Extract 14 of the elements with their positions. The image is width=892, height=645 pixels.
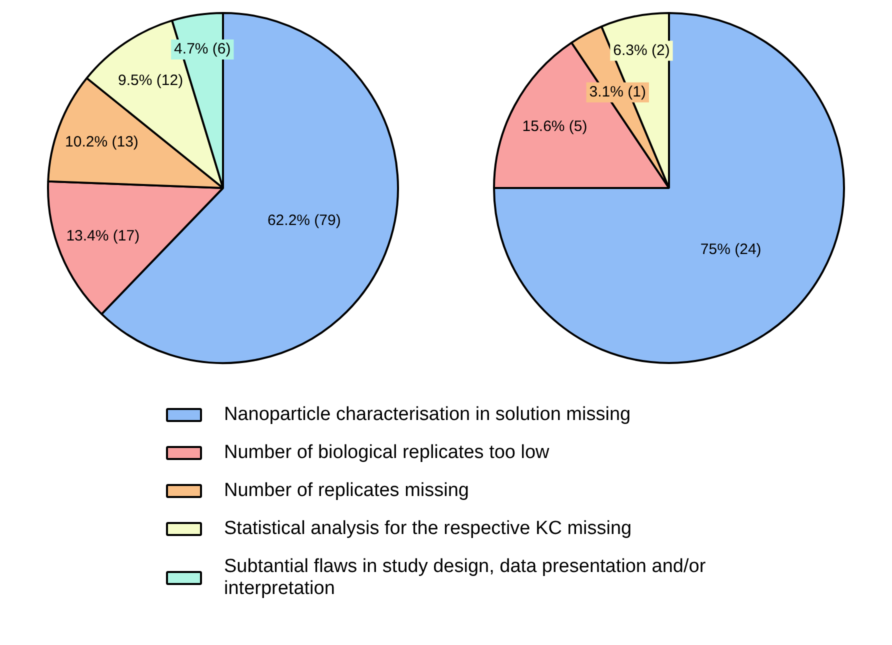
legend-label: Number of replicates missing <box>224 480 469 502</box>
data-label: 13.4% (17) <box>66 228 140 245</box>
data-label: 3.1% (1) <box>589 84 646 101</box>
data-label: 9.5% (12) <box>118 72 184 89</box>
data-label: 10.2% (13) <box>65 134 138 151</box>
data-label: 75% (24) <box>700 241 762 258</box>
legend-label: Statistical analysis for the respective KC missing <box>224 518 632 540</box>
data-label: 6.3% (2) <box>613 42 670 59</box>
data-label: 4.7% (6) <box>174 40 231 58</box>
legend-label: Subtantial flaws in study design, data presentation and/or interpretation <box>224 556 707 600</box>
data-label: 15.6% (5) <box>522 118 588 136</box>
data-label: 62.2% (79) <box>267 212 341 229</box>
legend-label: Nanoparticle characterisation in solution missing <box>224 404 631 426</box>
legend-label: Number of biological replicates too low <box>224 442 550 464</box>
